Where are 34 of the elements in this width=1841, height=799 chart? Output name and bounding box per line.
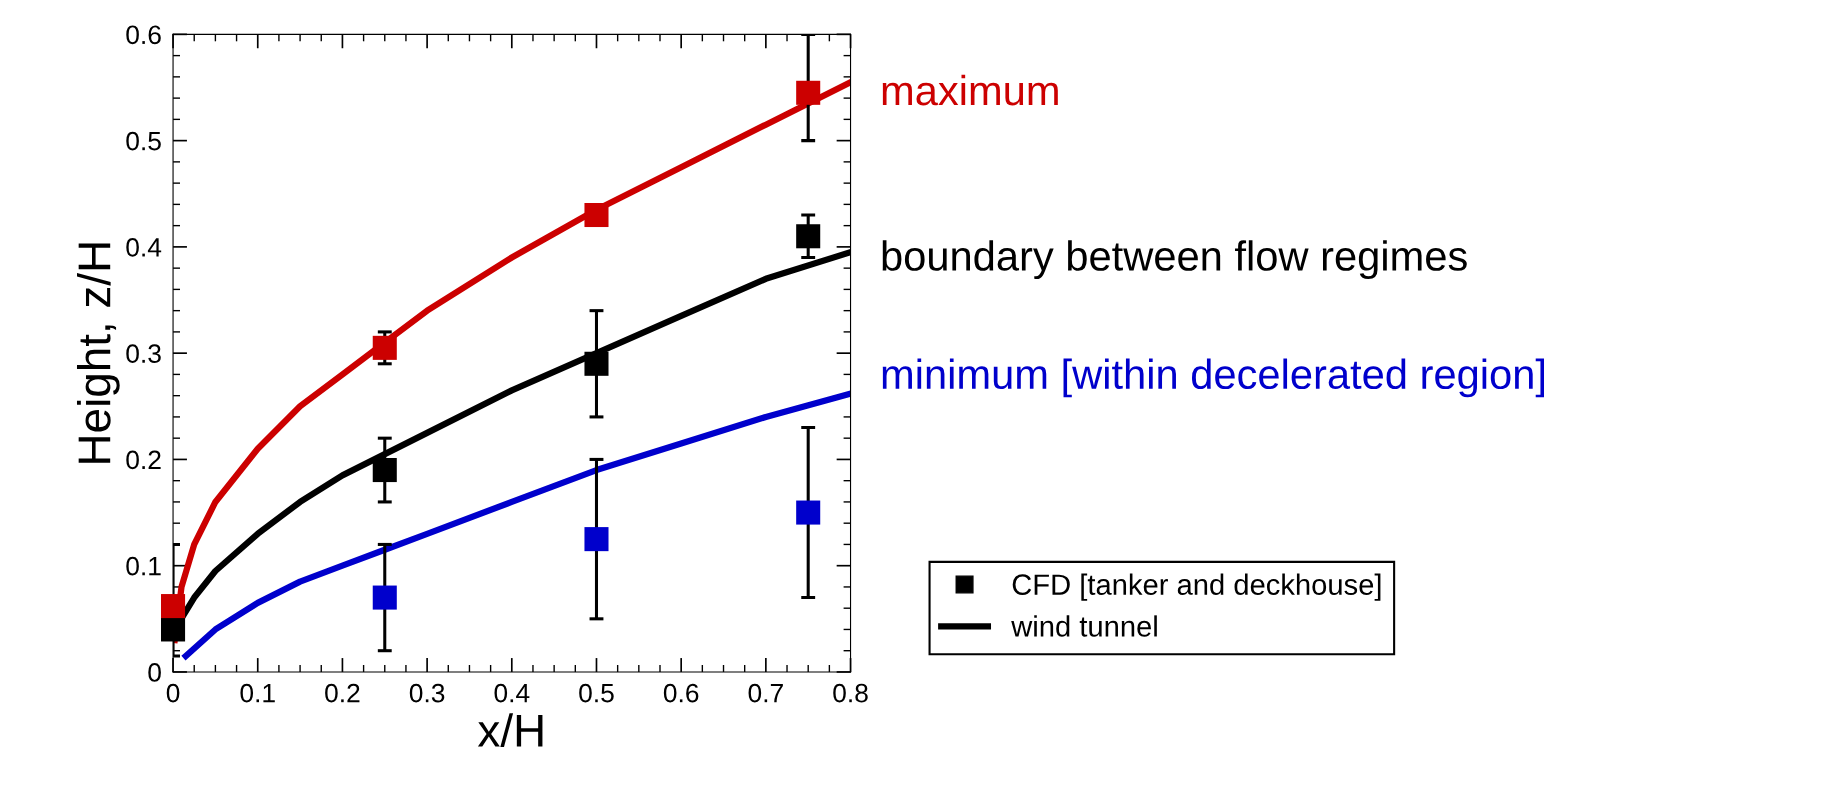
text: maximum [882, 74, 1058, 106]
x-tick-label: 0.7 [748, 683, 783, 703]
x-tick-label: 0.2 [325, 683, 360, 703]
point [372, 335, 397, 360]
point [796, 80, 821, 105]
point [161, 594, 186, 619]
point [584, 351, 609, 376]
x-tick-label: 0.5 [579, 683, 614, 703]
y-tick-label: 0.2 [126, 450, 161, 470]
x-tick-label: 0 [166, 683, 180, 703]
point [372, 585, 397, 610]
legend-label: wind tunnel [1011, 615, 1157, 637]
point [584, 202, 609, 228]
point [796, 224, 821, 249]
y-tick-label: 0.5 [126, 131, 161, 151]
text: minimum [within decelerated region] [882, 358, 1544, 398]
x-axis-title: x/H [477, 713, 543, 747]
x-tick-label: 0.8 [833, 683, 868, 703]
y-tick-label: 0.6 [126, 25, 161, 45]
x-tick-label: 0.4 [494, 683, 530, 703]
y-tick-label: 0.1 [126, 556, 161, 576]
y-axis-title: Height, z/H [76, 243, 120, 463]
point [372, 458, 397, 483]
text: boundary between flow regimes [882, 240, 1467, 280]
point [584, 527, 609, 552]
x-tick-label: 0.3 [409, 683, 445, 703]
y-tick-label: 0.4 [126, 238, 162, 257]
x-tick-label: 0.6 [663, 683, 699, 703]
y-tick-label: 0.3 [126, 344, 161, 363]
x-tick-label: 0.1 [240, 683, 275, 703]
point [161, 617, 186, 642]
point [796, 500, 821, 525]
y-tick-label: 0 [148, 663, 161, 682]
legend-label: CFD [tanker and deckhouse] [1012, 573, 1381, 601]
